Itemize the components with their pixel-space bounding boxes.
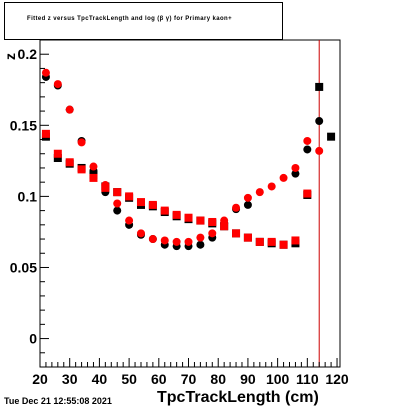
data-point-circle [172,237,181,246]
data-point-circle [255,188,264,197]
data-point-square [136,198,145,207]
data-point-square [53,149,62,158]
data-point-circle [208,229,217,238]
data-point-square [148,200,157,209]
data-point-square [77,165,86,174]
data-point-circle [160,236,169,245]
x-axis-title: TpcTrackLength (cm) [157,389,319,406]
data-point-circle [315,146,324,155]
data-point-circle [125,216,134,225]
data-point-circle [77,138,86,147]
data-point-circle [243,200,252,209]
y-tick-label: 0.1 [18,188,38,204]
data-point-square [303,189,312,198]
data-point-circle [148,235,157,244]
data-point-square [184,213,193,222]
data-point-circle [303,145,312,154]
data-point-square [232,229,241,238]
y-tick-label: 0.05 [10,259,37,275]
data-point-square [125,192,134,201]
data-point-square [113,188,122,197]
data-point-circle [196,233,205,242]
x-tick-label: 80 [210,371,226,387]
y-tick-label: 0.15 [10,117,37,133]
data-point-square [53,154,62,163]
data-point-circle [232,203,241,212]
data-point-circle [113,206,122,215]
title-box: Fitted z versus TpcTrackLength and log (… [4,2,283,40]
data-point-square [101,183,110,192]
data-point-circle [291,169,300,178]
data-point-circle [41,68,50,77]
data-point-square [267,237,276,246]
timestamp-footer: Tue Dec 21 12:55:08 2021 [4,396,112,406]
chart-ticks-layer: 20 30 40 50 60 70 80 90 100 110 120 0 0.05 0.1 0.15 0.2 [10,46,349,387]
data-point-circle [184,237,193,246]
data-point-circle [136,229,145,238]
x-tick-label: 110 [296,371,319,387]
x-tick-label: 90 [240,371,256,387]
data-point-square [279,240,288,249]
data-point-circle [113,199,122,208]
data-point-square [65,158,74,167]
data-point-circle [303,136,312,145]
plot-frame [39,39,341,368]
y-tick-label: 0.2 [18,46,38,62]
data-point-circle [53,80,62,89]
x-tick-label: 70 [181,371,197,387]
x-tick-label: 120 [325,371,349,387]
y-tick-label: 0 [29,331,37,347]
data-point-circle [267,182,276,191]
data-point-circle [291,163,300,172]
data-point-circle [243,193,252,202]
data-point-square [220,222,229,231]
data-point-square [208,217,217,226]
data-point-square [196,216,205,225]
data-point-square [172,210,181,219]
data-point-square [243,233,252,242]
data-point-square [41,129,50,138]
chart-frame-layer [39,39,341,368]
x-tick-label: 50 [121,371,137,387]
data-point-circle [279,173,288,182]
data-point-square [255,237,264,246]
data-point-square [327,132,336,141]
data-point-circle [196,240,205,249]
y-axis-title: z [2,53,18,60]
data-point-square [315,82,324,91]
chart-marks-layer [41,68,336,251]
x-tick-label: 30 [62,371,78,387]
x-tick-label: 20 [32,371,48,387]
data-point-square [160,206,169,215]
x-tick-label: 60 [151,371,167,387]
data-point-square [89,173,98,182]
data-point-circle [65,105,74,114]
data-point-square [291,236,300,245]
x-tick-label: 40 [92,371,108,387]
chart-title: Fitted z versus TpcTrackLength and log (… [27,16,233,22]
data-point-circle [315,117,324,126]
data-point-circle [89,162,98,171]
x-tick-label: 100 [266,371,290,387]
